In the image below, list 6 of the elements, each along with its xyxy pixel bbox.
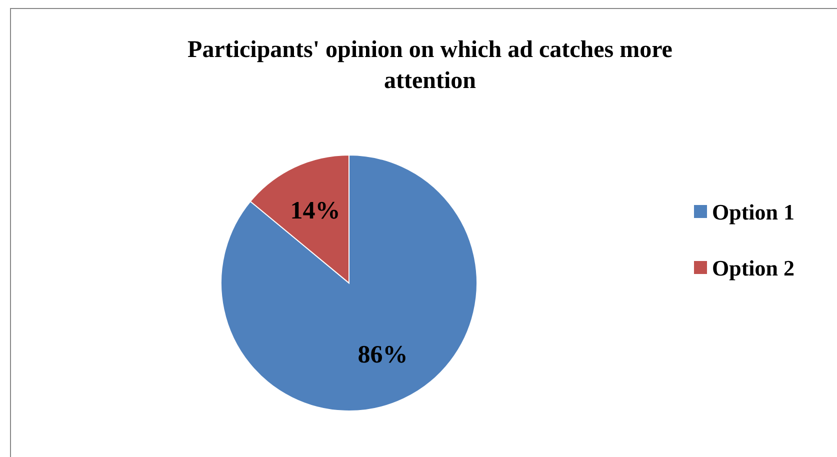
data-label: 14% <box>290 198 340 225</box>
data-label: 86% <box>358 341 408 368</box>
legend-label: Option 1 <box>712 200 795 224</box>
legend-label: Option 2 <box>712 256 795 280</box>
pie-slice <box>220 154 478 412</box>
chart-title: Participants' opinion on which ad catches more attention <box>188 37 673 94</box>
